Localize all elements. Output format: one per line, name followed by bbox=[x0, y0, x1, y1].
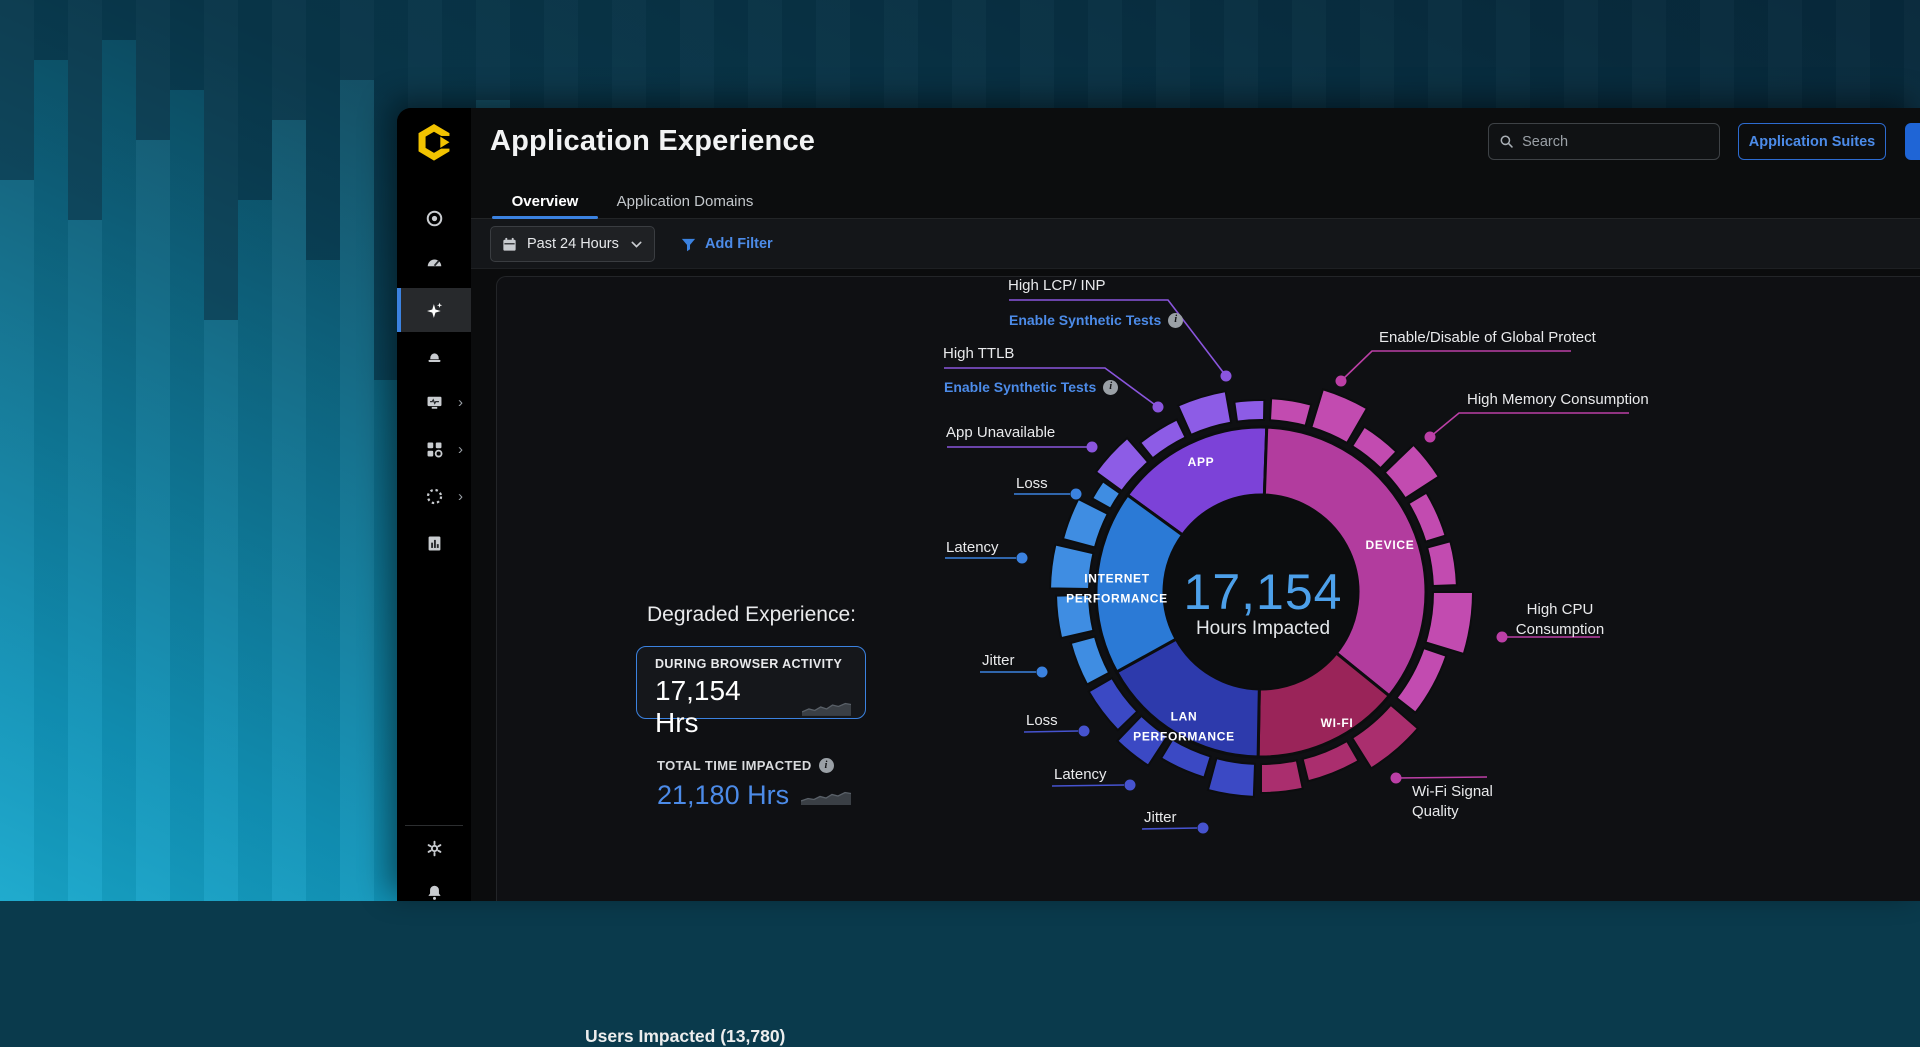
gauge-icon bbox=[425, 253, 444, 272]
funnel-icon bbox=[680, 236, 697, 253]
total-time-impacted-label: TOTAL TIME IMPACTED bbox=[657, 758, 812, 773]
page-title: Application Experience bbox=[490, 125, 815, 158]
filter-bar: Past 24 Hours Add Filter bbox=[471, 219, 1920, 269]
during-browser-activity-label: DURING BROWSER ACTIVITY bbox=[655, 657, 851, 671]
main-content: Degraded Experience: DURING BROWSER ACTI… bbox=[471, 269, 1920, 901]
sparkline-icon bbox=[802, 698, 851, 716]
search-input[interactable] bbox=[1522, 134, 1709, 150]
search-icon bbox=[1499, 133, 1514, 150]
chevron-right-icon: › bbox=[458, 442, 463, 457]
calendar-icon bbox=[501, 236, 518, 253]
sparkline-icon bbox=[801, 787, 851, 805]
tab-bar: Overview Application Domains bbox=[471, 185, 1920, 219]
during-browser-activity-card[interactable]: DURING BROWSER ACTIVITY 17,154 Hrs bbox=[636, 646, 866, 719]
sidebar-item-device-monitor[interactable]: › bbox=[397, 380, 471, 424]
report-bars-icon bbox=[425, 534, 444, 553]
sidebar-item-process-dots[interactable]: › bbox=[397, 474, 471, 518]
sidebar-item-report-bars[interactable] bbox=[397, 521, 471, 565]
tab-application-domains[interactable]: Application Domains bbox=[614, 185, 756, 218]
add-filter-label: Add Filter bbox=[705, 236, 773, 252]
info-icon[interactable]: i bbox=[1103, 380, 1118, 395]
total-time-impacted-label-row: TOTAL TIME IMPACTED i bbox=[657, 758, 834, 773]
sidebar: › › › bbox=[397, 108, 471, 901]
alert-siren-icon bbox=[425, 346, 444, 365]
tab-overview[interactable]: Overview bbox=[492, 185, 598, 218]
time-range-value: Past 24 Hours bbox=[527, 236, 620, 252]
application-suites-button[interactable]: Application Suites bbox=[1738, 123, 1886, 160]
sidebar-item-gauge[interactable] bbox=[397, 240, 471, 284]
partial-primary-button[interactable] bbox=[1905, 123, 1920, 160]
device-monitor-icon bbox=[425, 393, 444, 412]
sidebar-item-apps-grid[interactable]: › bbox=[397, 427, 471, 471]
panw-hex-mark-icon bbox=[408, 118, 460, 168]
during-browser-activity-value: 17,154 Hrs bbox=[655, 675, 790, 739]
users-impacted-heading: Users Impacted (13,780) bbox=[585, 1026, 785, 1047]
total-time-impacted-value: 21,180 Hrs bbox=[657, 780, 789, 811]
experience-sparkle-icon bbox=[425, 301, 444, 320]
chevron-right-icon: › bbox=[458, 489, 463, 504]
time-range-dropdown[interactable]: Past 24 Hours bbox=[490, 226, 655, 262]
chevron-right-icon: › bbox=[458, 395, 463, 410]
apps-grid-icon bbox=[425, 440, 444, 459]
sidebar-item-notifications-bell[interactable] bbox=[397, 870, 471, 914]
settings-gear-icon bbox=[425, 839, 444, 858]
add-filter-button[interactable]: Add Filter bbox=[680, 226, 773, 262]
sidebar-item-scope[interactable] bbox=[397, 196, 471, 240]
scope-icon bbox=[425, 209, 444, 228]
info-icon[interactable]: i bbox=[1168, 313, 1183, 328]
search-box[interactable] bbox=[1488, 123, 1720, 160]
brand-logo[interactable] bbox=[397, 108, 471, 177]
sidebar-item-alert-siren[interactable] bbox=[397, 333, 471, 377]
total-time-impacted-row: 21,180 Hrs bbox=[657, 780, 851, 811]
degraded-experience-title: Degraded Experience: bbox=[647, 603, 856, 627]
sidebar-item-settings-gear[interactable] bbox=[397, 826, 471, 870]
app-window: › › › Application Experience Application S… bbox=[397, 108, 1920, 901]
notifications-bell-icon bbox=[425, 883, 444, 902]
info-icon[interactable]: i bbox=[819, 758, 834, 773]
chevron-down-icon bbox=[629, 237, 644, 252]
sidebar-item-experience-sparkle[interactable] bbox=[397, 288, 471, 332]
process-dots-icon bbox=[425, 487, 444, 506]
